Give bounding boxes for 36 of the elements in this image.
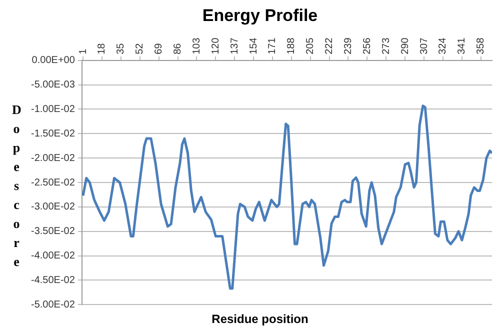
- y-tick-label: -4.00E-02: [30, 250, 76, 262]
- y-tick-label: -1.00E-02: [30, 104, 76, 115]
- y-tick-label: -1.50E-02: [30, 128, 76, 140]
- x-tick-label: 273: [380, 37, 392, 54]
- x-tick-label: 239: [343, 37, 354, 54]
- x-tick-label: 1: [78, 48, 89, 54]
- x-axis-title: Residue position: [212, 312, 308, 326]
- x-tick-label: 69: [154, 42, 165, 54]
- y-tick-label: 0.00E+00: [32, 55, 76, 66]
- y-tick-label: -4.50E-02: [30, 274, 76, 286]
- y-tick-label: -3.00E-02: [30, 202, 76, 213]
- y-tick-label: -5.00E-03: [30, 80, 76, 91]
- x-tick-label: 120: [210, 37, 222, 54]
- x-tick-label: 256: [362, 37, 373, 54]
- x-tick-label: 35: [116, 42, 127, 54]
- x-tick-label: 307: [418, 37, 430, 54]
- x-tick-label: 18: [96, 42, 108, 54]
- x-tick-label: 341: [456, 37, 468, 54]
- x-tick-label: 222: [324, 37, 336, 54]
- x-tick-label: 154: [248, 37, 260, 54]
- y-tick-label: -2.50E-02: [30, 177, 76, 188]
- x-tick-label: 324: [438, 37, 449, 54]
- x-tick-label: 290: [400, 37, 411, 54]
- x-tick-label: 103: [191, 37, 202, 54]
- x-tick-label: 205: [305, 37, 316, 54]
- y-tick-label: -3.50E-02: [30, 226, 76, 238]
- x-tick-label: 86: [172, 42, 184, 54]
- y-tick-label: -2.00E-02: [30, 152, 76, 164]
- chart-title: Energy Profile: [202, 6, 318, 25]
- text: Dope score: [12, 102, 22, 269]
- x-tick-label: 188: [286, 37, 298, 54]
- x-tick-label: 358: [476, 37, 487, 54]
- x-tick-label: 171: [267, 37, 278, 54]
- x-tick-label: 52: [134, 42, 146, 54]
- x-tick-label: 137: [229, 37, 240, 54]
- y-tick-label: -5.00E-02: [30, 299, 76, 310]
